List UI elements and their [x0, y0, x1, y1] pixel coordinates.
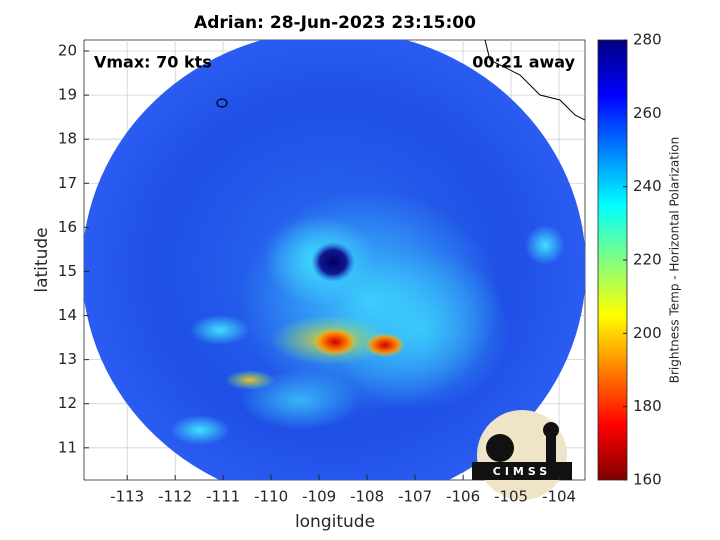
- vmax-label: Vmax: 70 kts: [94, 53, 212, 72]
- x-tick-label: -109: [302, 488, 336, 506]
- colorbar-label: Brightness Temp - Horizontal Polarizatio…: [668, 137, 682, 384]
- colorbar-tick-label: 260: [633, 104, 662, 122]
- colorbar-tick-label: 280: [633, 31, 662, 49]
- x-tick-label: -110: [254, 488, 288, 506]
- time-offset-label: 00:21 away: [472, 53, 575, 72]
- x-tick-label: -105: [494, 488, 528, 506]
- x-axis-label: longitude: [295, 512, 375, 532]
- y-tick-label: 19: [58, 86, 77, 104]
- satellite-image: [84, 40, 585, 480]
- y-tick-label: 13: [58, 350, 77, 368]
- y-tick-label: 11: [58, 438, 77, 456]
- colorbar: [597, 39, 628, 481]
- title: Adrian: 28-Jun-2023 23:15:00: [194, 13, 476, 33]
- colorbar-tick-label: 240: [633, 177, 662, 195]
- y-tick-label: 18: [58, 130, 77, 148]
- y-tick-label: 14: [58, 306, 77, 324]
- x-tick-label: -104: [542, 488, 576, 506]
- x-tick-label: -112: [158, 488, 192, 506]
- x-tick-label: -113: [110, 488, 144, 506]
- colorbar-tick-label: 220: [633, 251, 662, 269]
- x-tick-label: -108: [350, 488, 384, 506]
- x-tick-label: -107: [398, 488, 432, 506]
- y-tick-label: 20: [58, 42, 77, 60]
- colorbar-tick-label: 180: [633, 397, 662, 415]
- y-tick-label: 15: [58, 262, 77, 280]
- colorbar-tick-label: 160: [633, 471, 662, 489]
- y-tick-label: 12: [58, 394, 77, 412]
- y-axis-label: latitude: [32, 227, 52, 292]
- colorbar-tick-label: 200: [633, 324, 662, 342]
- y-tick-label: 16: [58, 218, 77, 236]
- y-tick-label: 17: [58, 174, 77, 192]
- x-tick-label: -106: [446, 488, 480, 506]
- logo-text: CIMSS: [493, 465, 551, 478]
- x-tick-label: -111: [206, 488, 240, 506]
- cimss-logo: CIMSS: [472, 410, 572, 500]
